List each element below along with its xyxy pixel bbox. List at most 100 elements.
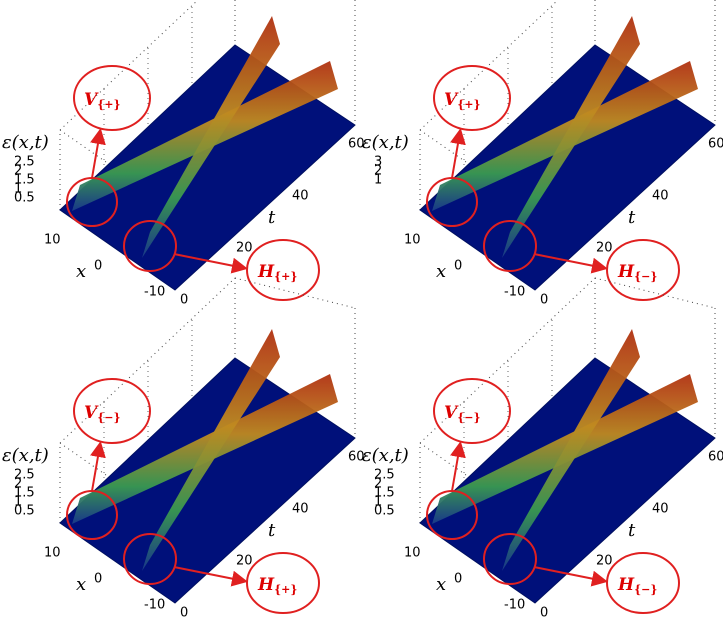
- t-tick-label: 40: [652, 502, 669, 517]
- t-tick-label: 0: [180, 293, 188, 308]
- t-axis-label: t: [628, 207, 636, 228]
- t-tick-label: 60: [348, 450, 365, 465]
- label-letter: H: [617, 575, 635, 595]
- z-axis-label: ε(x,t): [362, 445, 409, 466]
- x-tick-label: 10: [44, 546, 61, 561]
- annotation-arrow: [90, 441, 106, 492]
- z-tick-label: 0.5: [14, 191, 35, 206]
- label-subscript: {+}: [457, 98, 480, 111]
- box-edge: [59, 0, 199, 131]
- box-edge: [594, 277, 716, 309]
- soliton-ridge: [142, 329, 280, 571]
- z-tick-label: 2: [374, 477, 382, 492]
- annotation-circle: [433, 378, 511, 444]
- annotation-label: V{−}: [84, 403, 121, 425]
- t-tick-label: 60: [708, 137, 723, 152]
- highlight-circle: [483, 220, 537, 272]
- box-edge: [59, 277, 236, 444]
- z-axis-label: ε(x,t): [2, 445, 49, 466]
- z-tick-label: 1: [14, 495, 22, 510]
- t-tick-label: 20: [236, 554, 253, 569]
- z-tick-label: 1: [374, 495, 382, 510]
- label-letter: V: [84, 403, 99, 423]
- panel: ε(x,t) 2.521.510.5 x 10 0 -10 t 0 20 40 60 V{−} H{+}: [2, 277, 365, 621]
- t-tick-label: 20: [596, 241, 613, 256]
- x-axis-label: x: [76, 574, 86, 595]
- panel: ε(x,t) 321 x 10 0 -10 t 0 20 40 60 V{+} H{−}: [362, 0, 723, 308]
- x-axis-label: x: [436, 574, 446, 595]
- x-tick-label: -10: [504, 285, 525, 300]
- highlight-circle: [123, 533, 177, 585]
- z-tick-label: 2.5: [14, 468, 35, 483]
- box-edge: [419, 0, 559, 131]
- annotation-arrow: [90, 128, 106, 179]
- t-axis-label: t: [628, 520, 636, 541]
- annotation-label: V{−}: [444, 403, 481, 425]
- annotation-arrow: [450, 128, 466, 179]
- t-tick-label: 0: [540, 293, 548, 308]
- label-letter: H: [257, 262, 275, 282]
- annotation-label: H{−}: [617, 262, 657, 284]
- soliton-ridge: [502, 16, 640, 258]
- annotation-circle: [73, 378, 151, 444]
- z-tick-label: 0.5: [374, 504, 395, 519]
- t-tick-label: 40: [292, 189, 309, 204]
- soliton-ridge: [142, 16, 280, 258]
- x-tick-label: 0: [94, 259, 102, 274]
- annotation-arrow: [533, 253, 608, 274]
- z-axis-label: ε(x,t): [2, 132, 49, 153]
- x-tick-label: -10: [504, 598, 525, 613]
- t-tick-label: 0: [180, 606, 188, 621]
- annotation-circle: [73, 65, 151, 131]
- z-axis-label: ε(x,t): [362, 132, 409, 153]
- label-subscript: {−}: [97, 411, 120, 424]
- z-tick-label: 1.5: [14, 486, 35, 501]
- label-subscript: {−}: [457, 411, 480, 424]
- label-subscript: {+}: [274, 583, 297, 596]
- annotation-label: H{+}: [257, 262, 297, 284]
- box-edge: [234, 277, 356, 309]
- annotation-label: H{+}: [257, 575, 297, 597]
- x-tick-label: 0: [454, 259, 462, 274]
- label-subscript: {−}: [634, 270, 657, 283]
- x-tick-label: 0: [454, 572, 462, 587]
- t-axis-label: t: [268, 520, 276, 541]
- t-tick-label: 0: [540, 606, 548, 621]
- x-axis-label: x: [76, 261, 86, 282]
- z-tick-label: 1.5: [374, 486, 395, 501]
- z-tick-label: 1: [14, 182, 22, 197]
- z-tick-label: 2: [14, 477, 22, 492]
- x-tick-label: -10: [144, 598, 165, 613]
- label-letter: V: [84, 90, 99, 110]
- z-tick-label: 2.5: [14, 155, 35, 170]
- x-tick-label: 0: [94, 572, 102, 587]
- t-tick-label: 40: [652, 189, 669, 204]
- label-subscript: {+}: [97, 98, 120, 111]
- annotation-arrow: [173, 566, 248, 587]
- annotation-arrow: [533, 566, 608, 587]
- x-tick-label: 10: [44, 233, 61, 248]
- t-axis-label: t: [268, 207, 276, 228]
- z-tick-label: 2: [374, 164, 382, 179]
- z-tick-label: 1: [374, 173, 382, 188]
- x-tick-label: 10: [404, 233, 421, 248]
- annotation-label: V{+}: [444, 90, 481, 112]
- label-subscript: {+}: [274, 270, 297, 283]
- z-tick-label: 2: [14, 164, 22, 179]
- annotation-arrow: [450, 441, 466, 492]
- label-letter: V: [444, 90, 459, 110]
- t-tick-label: 40: [292, 502, 309, 517]
- x-tick-label: -10: [144, 285, 165, 300]
- t-tick-label: 60: [348, 137, 365, 152]
- highlight-circle: [483, 533, 537, 585]
- label-letter: V: [444, 403, 459, 423]
- annotation-arrow: [173, 253, 248, 274]
- highlight-circle: [123, 220, 177, 272]
- label-letter: H: [617, 262, 635, 282]
- box-edge: [419, 277, 596, 444]
- t-tick-label: 60: [708, 450, 723, 465]
- z-tick-label: 3: [374, 155, 382, 170]
